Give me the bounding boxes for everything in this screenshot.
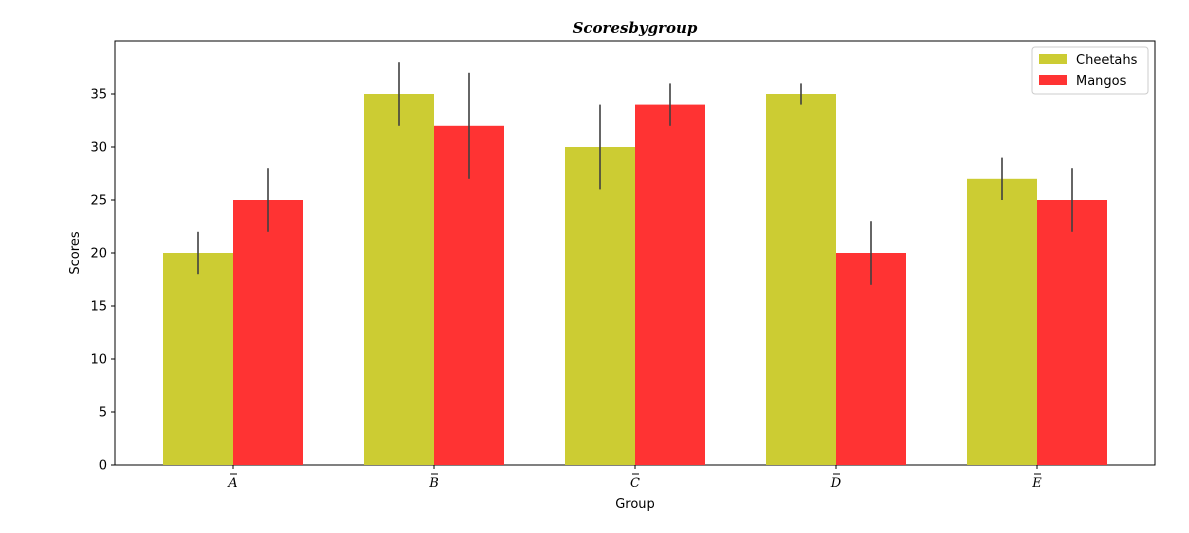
bar-mangos-e (1037, 200, 1107, 465)
x-tick-label-a: A (227, 476, 237, 491)
bar-cheetahs-c (565, 147, 635, 465)
error-bars-layer (197, 62, 1073, 285)
x-tick-label-b: B (428, 476, 439, 491)
y-tick-label: 10 (90, 353, 107, 368)
y-tick-label: 0 (99, 459, 107, 474)
x-tick-label-d: D (830, 476, 842, 491)
legend-swatch-cheetahs (1039, 54, 1067, 64)
x-axis: A B C D E (227, 465, 1042, 491)
legend-label-mangos: Mangos (1076, 74, 1127, 89)
chart-title: Scoresbygroup (573, 19, 698, 37)
bar-mangos-b (434, 125, 504, 466)
legend: Cheetahs Mangos (1031, 46, 1149, 95)
bar-mangos-d (836, 253, 906, 465)
x-tick-label-c: C (630, 476, 640, 491)
bar-mangos-c (635, 104, 705, 465)
y-tick-label: 5 (99, 406, 107, 421)
bar-cheetahs-e (967, 178, 1037, 466)
y-tick-label: 25 (90, 194, 107, 209)
legend-label-cheetahs: Cheetahs (1076, 53, 1138, 68)
bar-cheetahs-a (163, 253, 233, 465)
y-tick-label: 15 (90, 300, 107, 315)
y-axis-label: Scores (68, 231, 83, 274)
y-tick-label: 30 (90, 141, 107, 156)
legend-swatch-mangos (1039, 75, 1067, 85)
x-tick-label-e: E (1031, 476, 1042, 491)
y-tick-label: 20 (90, 247, 107, 262)
y-tick-label: 35 (90, 88, 107, 103)
bar-cheetahs-b (364, 94, 434, 465)
y-axis: 0 5 10 15 20 25 30 35 (90, 88, 115, 474)
bars-layer (163, 94, 1107, 466)
x-axis-label: Group (615, 497, 655, 512)
bar-cheetahs-d (766, 94, 836, 465)
bar-mangos-a (233, 200, 303, 465)
